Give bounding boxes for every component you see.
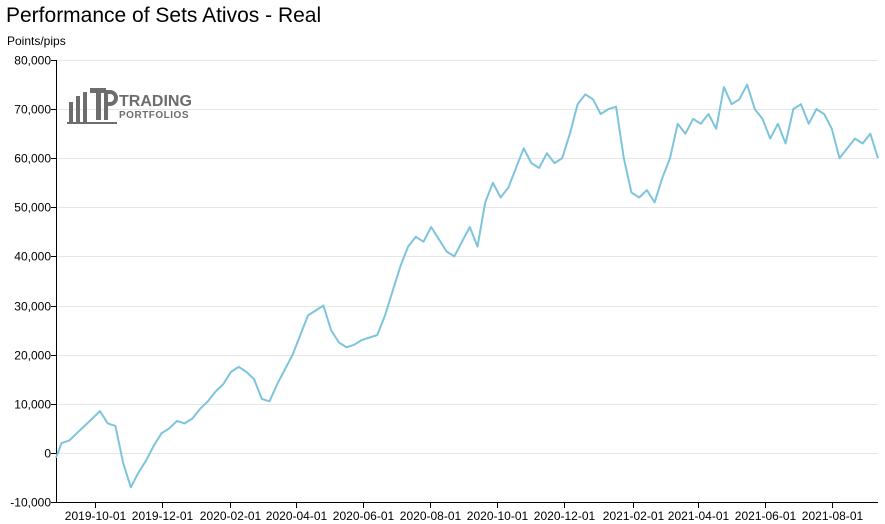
x-tick-label: 2020-10-01 [467, 509, 529, 523]
chart-title: Performance of Sets Ativos - Real [6, 4, 322, 27]
x-tick-label: 2020-12-01 [534, 509, 596, 523]
y-tick-label: 40,000 [14, 250, 51, 264]
y-axis-label: Points/pips [7, 34, 66, 48]
x-tick-label: 2019-12-01 [132, 509, 194, 523]
logo-p-shape [104, 90, 118, 120]
logo-text-trading: TRADING [119, 93, 192, 110]
x-tick-label: 2020-04-01 [266, 509, 328, 523]
y-tick-label: -10,000 [10, 496, 51, 510]
logo-bar-3 [83, 92, 87, 123]
x-tick-label: 2021-08-01 [802, 509, 864, 523]
logo-bar-2 [76, 96, 80, 123]
y-tick-label: 10,000 [14, 398, 51, 412]
series-line [55, 83, 879, 489]
gridlines [56, 60, 878, 454]
y-tick-label: 60,000 [14, 152, 51, 166]
x-tick-label: 2021-04-01 [668, 509, 730, 523]
x-tick-label: 2021-06-01 [735, 509, 797, 523]
logo-bar-1 [69, 102, 73, 123]
logo-t-stem [96, 88, 101, 120]
y-tick-label: 20,000 [14, 349, 51, 363]
trading-portfolios-logo: TRADING PORTFOLIOS [67, 88, 192, 124]
x-tick-label: 2020-08-01 [400, 509, 462, 523]
x-tick-labels: 2019-10-01 2019-12-01 2020-02-01 2020-04-01… [65, 509, 864, 523]
x-tick-label: 2021-02-01 [603, 509, 665, 523]
y-tick-label: 80,000 [14, 54, 51, 68]
x-tick-label: 2020-06-01 [333, 509, 395, 523]
x-tick-label: 2019-10-01 [65, 509, 127, 523]
y-tick-label: 70,000 [14, 103, 51, 117]
y-tick-labels: -10,000 0 10,000 20,000 30,000 40,000 50,000 60… [10, 54, 51, 510]
y-tick-label: 30,000 [14, 300, 51, 314]
logo-text-portfolios: PORTFOLIOS [119, 110, 189, 121]
axes [51, 60, 878, 508]
y-tick-label: 0 [44, 447, 51, 461]
logo-base-line [67, 122, 117, 124]
x-tick-label: 2020-02-01 [200, 509, 262, 523]
y-tick-label: 50,000 [14, 201, 51, 215]
